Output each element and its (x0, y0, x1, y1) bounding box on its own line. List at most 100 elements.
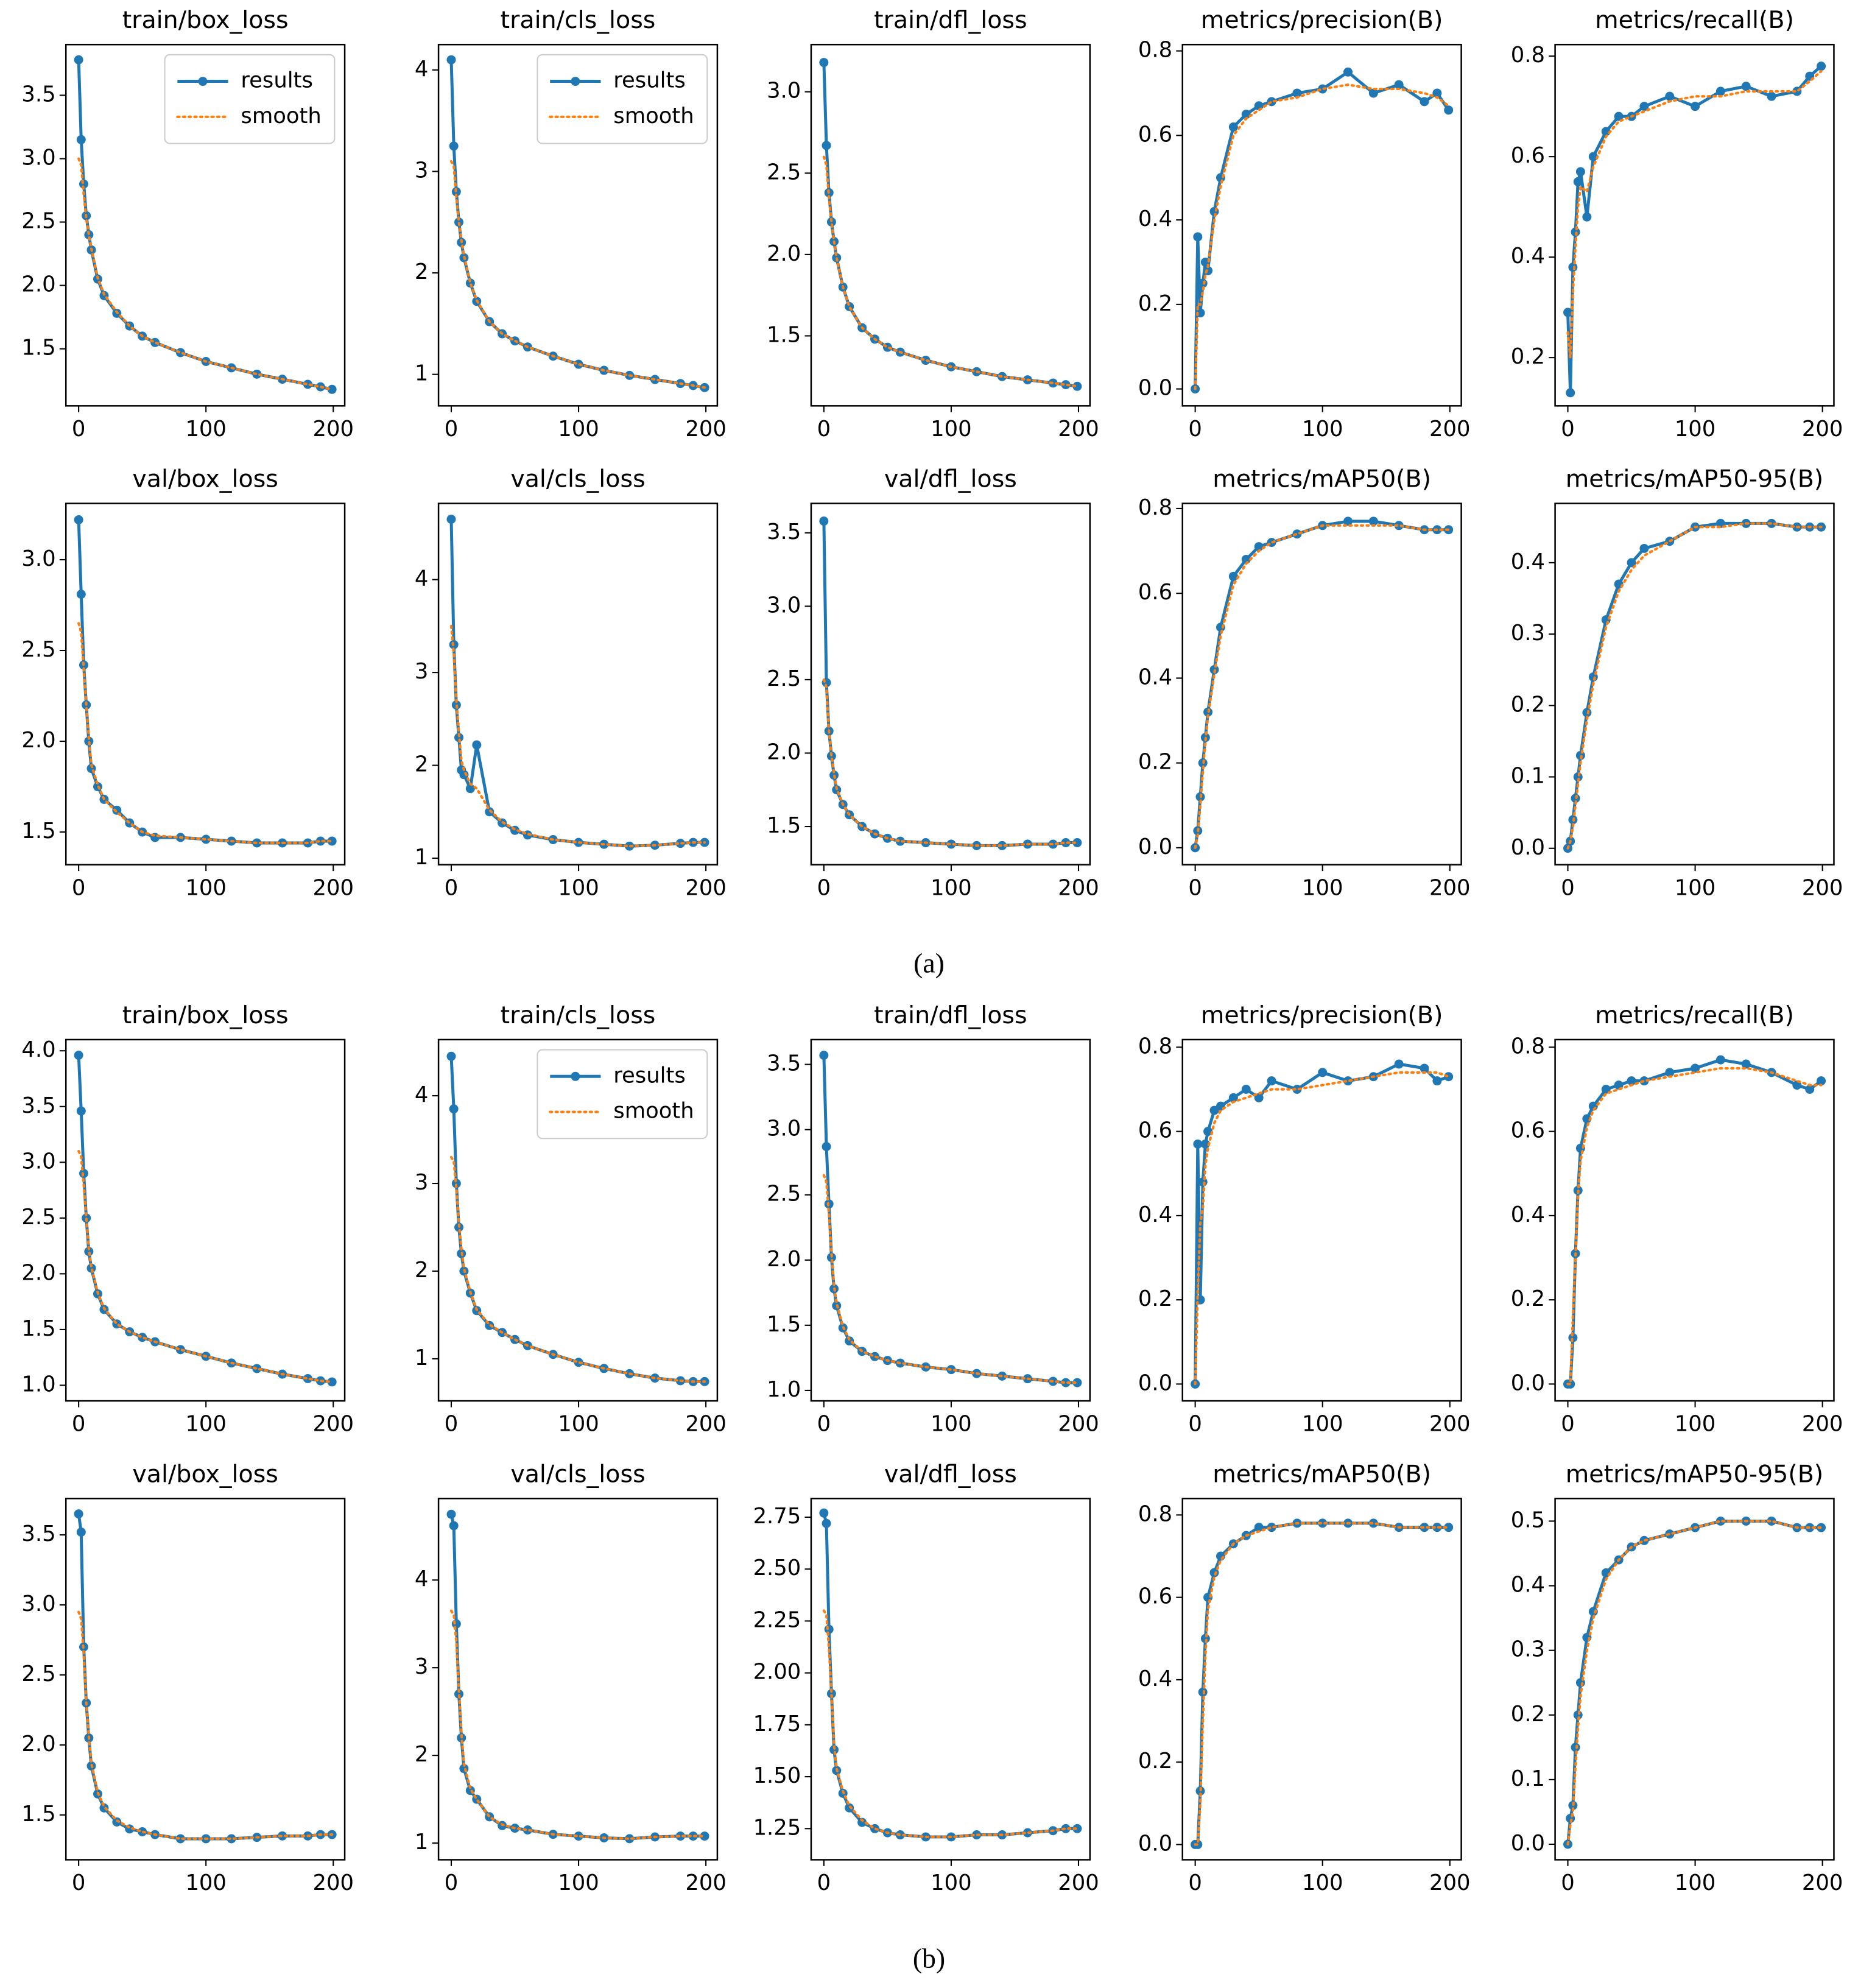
x-tick-label: 0 (72, 875, 85, 900)
data-point (1614, 111, 1624, 121)
subplot: train/box_loss 1.5 2.0 2.5 3.0 3.5 0 100 200 resu… (21, 6, 354, 442)
y-tick-label: 0.4 (1511, 549, 1545, 574)
y-tick-label: 1 (415, 361, 429, 386)
y-tick-label: 0.6 (1138, 580, 1172, 605)
plot-area (1563, 1516, 1826, 1849)
subplot: metrics/mAP50(B) 0.0 0.2 0.4 0.6 0.8 0 100 200 (1138, 465, 1471, 901)
x-tick-label: 0 (817, 875, 831, 900)
chart-title: metrics/mAP50(B) (1212, 465, 1431, 493)
data-point (1432, 1076, 1442, 1086)
y-tick-label: 0.6 (1511, 143, 1545, 168)
x-tick-label: 0 (1561, 1412, 1574, 1437)
legend-label: results (613, 1063, 685, 1088)
x-tick-label: 200 (1802, 417, 1843, 442)
data-point (446, 1051, 456, 1061)
data-point (857, 1817, 867, 1827)
x-tick-label: 200 (1429, 1870, 1471, 1895)
x-tick-label: 0 (1561, 875, 1574, 900)
data-point (76, 1106, 86, 1116)
y-tick-label: 0.0 (1138, 1370, 1172, 1395)
x-tick-label: 200 (685, 1870, 727, 1895)
data-point (1203, 1127, 1213, 1137)
plot-area (1563, 518, 1826, 853)
chart-title: train/cls_loss (501, 6, 656, 34)
axes-frame (1554, 1038, 1835, 1402)
x-tick-label: 100 (1675, 875, 1715, 900)
y-tick-label: 3.5 (767, 1051, 801, 1076)
axes-frame (1181, 43, 1462, 407)
subplot: train/cls_loss 1 2 3 4 0 100 200 results smooth (415, 6, 727, 442)
y-tick-label: 2.0 (21, 728, 55, 753)
data-point (1715, 1516, 1725, 1526)
x-tick-label: 200 (1429, 417, 1471, 442)
data-point (1741, 1059, 1751, 1069)
x-tick-label: 200 (313, 875, 354, 900)
data-point (454, 733, 464, 742)
smooth-line (1194, 83, 1450, 390)
y-tick-label: 2.75 (753, 1504, 801, 1529)
data-point (1627, 1076, 1636, 1086)
data-point (1444, 105, 1454, 115)
y-tick-label: 0.2 (1138, 750, 1172, 775)
data-point (1343, 516, 1353, 526)
axes-frame (1554, 502, 1835, 865)
subplot: train/box_loss 1.0 1.5 2.0 2.5 3.0 3.5 4.0 0 100 2… (21, 1001, 354, 1437)
chart-title: val/dfl_loss (884, 1460, 1017, 1488)
y-tick-label: 2 (415, 1742, 429, 1767)
y-tick-label: 4 (415, 566, 429, 591)
legend-box (164, 54, 336, 144)
legend-marker (571, 77, 580, 86)
axes-frame (1181, 1038, 1462, 1402)
y-tick-label: 2.0 (767, 739, 801, 764)
chart-title: train/dfl_loss (874, 6, 1027, 34)
subplot: metrics/recall(B) 0.0 0.2 0.4 0.6 0.8 0 100 200 (1511, 1001, 1843, 1437)
subplot: val/cls_loss 1 2 3 4 0 100 200 (415, 465, 727, 901)
data-point (1563, 308, 1572, 317)
y-tick-label: 2.5 (767, 1182, 801, 1207)
chart-title: val/cls_loss (510, 465, 645, 493)
axes-frame (65, 1038, 346, 1402)
data-point (1198, 1177, 1208, 1187)
smooth-line (822, 678, 1079, 847)
data-point (1394, 80, 1404, 90)
y-tick-label: 0.4 (1138, 1666, 1172, 1691)
chart-title: metrics/mAP50-95(B) (1566, 465, 1823, 493)
y-tick-label: 1 (415, 1830, 429, 1855)
data-point (1432, 1523, 1442, 1532)
y-tick-label: 1 (415, 845, 429, 870)
y-tick-label: 3.0 (767, 593, 801, 618)
legend: results smooth (537, 54, 708, 144)
y-tick-label: 1.5 (21, 1316, 55, 1341)
plot-area (74, 55, 337, 394)
y-tick-label: 0.1 (1511, 764, 1545, 789)
x-tick-label: 0 (72, 1870, 85, 1895)
smooth-line (449, 160, 706, 389)
chart-title: train/dfl_loss (874, 1001, 1027, 1029)
y-tick-label: 1.5 (21, 336, 55, 361)
x-tick-label: 200 (313, 1870, 354, 1895)
data-point (1241, 110, 1251, 119)
y-tick-label: 3.0 (21, 1591, 55, 1616)
data-point (822, 1142, 831, 1151)
y-tick-label: 0.1 (1511, 1766, 1545, 1791)
y-tick-label: 3.5 (21, 82, 55, 107)
chart-title: train/cls_loss (501, 1001, 656, 1029)
legend: results smooth (164, 54, 336, 144)
data-point (675, 1831, 685, 1841)
data-point (1665, 91, 1675, 101)
axes-frame (65, 1498, 346, 1861)
x-tick-label: 0 (817, 417, 831, 442)
x-tick-label: 100 (931, 1870, 972, 1895)
x-tick-label: 100 (1675, 417, 1715, 442)
x-tick-label: 0 (445, 875, 459, 900)
data-point (1715, 86, 1725, 96)
x-tick-label: 200 (313, 1412, 354, 1437)
x-tick-label: 0 (72, 1412, 85, 1437)
subplot: train/cls_loss 1 2 3 4 0 100 200 results smooth (415, 1001, 727, 1437)
legend-box (537, 54, 708, 144)
x-tick-label: 0 (1188, 1870, 1202, 1895)
x-tick-label: 0 (445, 1870, 459, 1895)
x-tick-label: 200 (1058, 875, 1099, 900)
y-tick-label: 4 (415, 1567, 429, 1591)
x-tick-label: 0 (817, 1870, 831, 1895)
